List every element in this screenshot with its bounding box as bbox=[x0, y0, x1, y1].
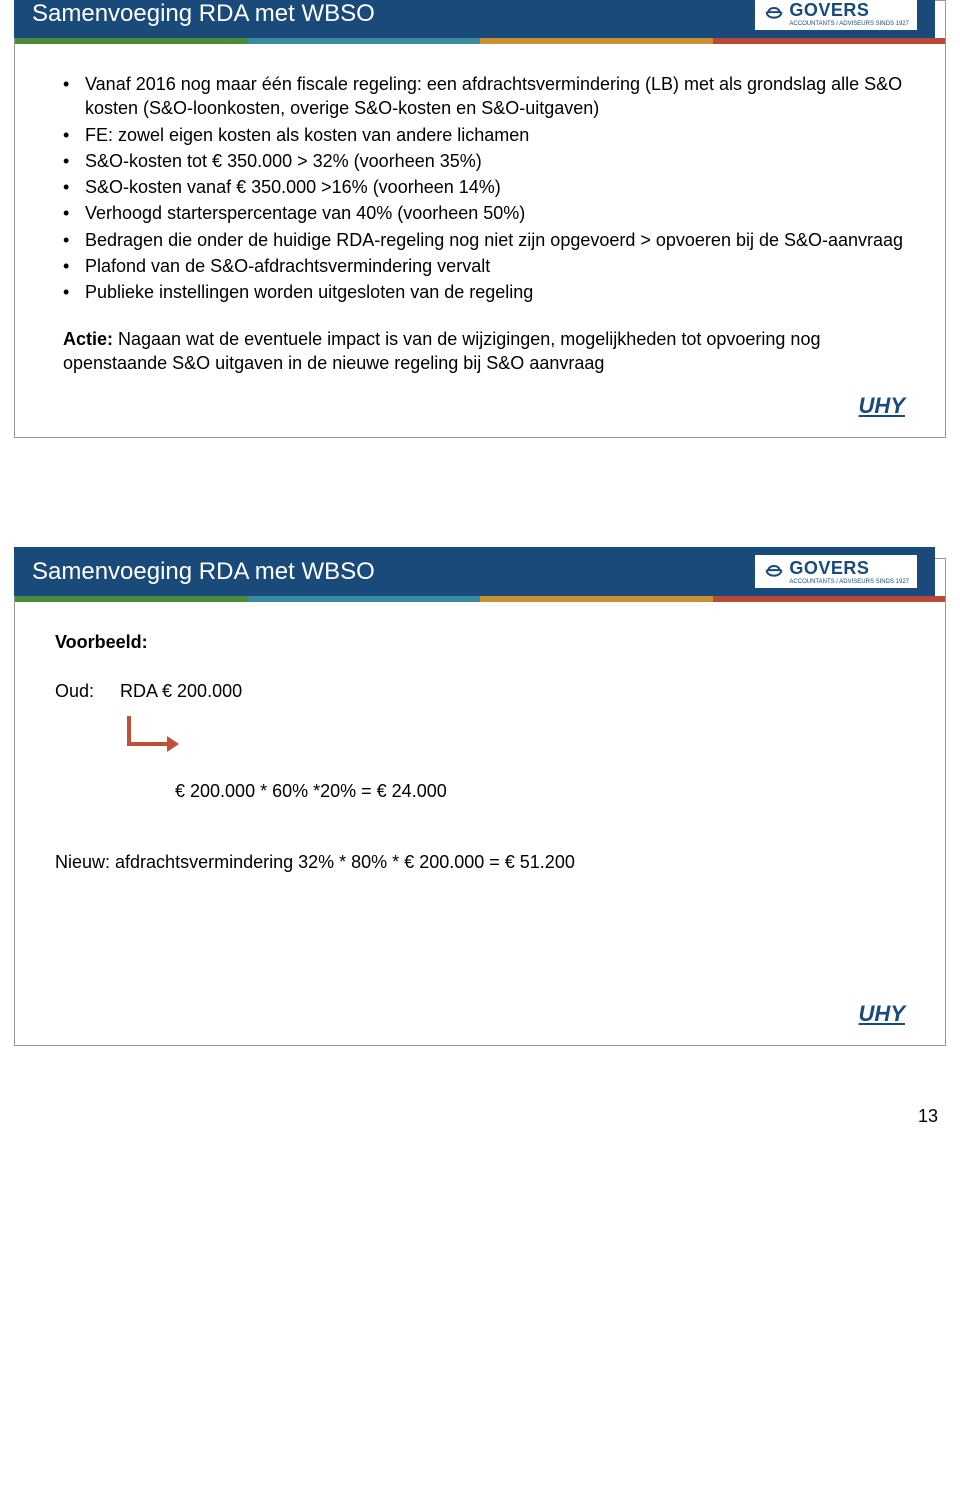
bullet-list: Vanaf 2016 nog maar één fiscale regeling… bbox=[55, 72, 905, 305]
calc-line: € 200.000 * 60% *20% = € 24.000 bbox=[175, 781, 905, 802]
govers-logo: GOVERS ACCOUNTANTS / ADVISEURS SINDS 192… bbox=[755, 555, 917, 588]
slide-title: Samenvoeging RDA met WBSO bbox=[32, 0, 375, 28]
bullet-item: FE: zowel eigen kosten als kosten van an… bbox=[63, 123, 905, 147]
stripe-seg-4 bbox=[713, 38, 946, 44]
bullet-item: Verhoogd starterspercentage van 40% (voo… bbox=[63, 201, 905, 225]
new-line: Nieuw: afdrachtsvermindering 32% * 80% *… bbox=[55, 852, 905, 873]
old-line: Oud: RDA € 200.000 bbox=[55, 681, 905, 702]
logo-subtext: ACCOUNTANTS / ADVISEURS SINDS 1927 bbox=[789, 21, 909, 27]
bullet-item: S&O-kosten tot € 350.000 > 32% (voorheen… bbox=[63, 149, 905, 173]
slide-header: Samenvoeging RDA met WBSO GOVERS ACCOUNT… bbox=[14, 0, 935, 38]
old-label: Oud: bbox=[55, 681, 115, 702]
logo-text: GOVERS bbox=[789, 0, 869, 20]
color-stripe bbox=[15, 596, 945, 602]
govers-logo: GOVERS ACCOUNTANTS / ADVISEURS SINDS 192… bbox=[755, 0, 917, 30]
bullet-item: Plafond van de S&O-afdrachtsvermindering… bbox=[63, 254, 905, 278]
new-text: afdrachtsvermindering 32% * 80% * € 200.… bbox=[110, 852, 575, 872]
bullet-item: Bedragen die onder de huidige RDA-regeli… bbox=[63, 228, 905, 252]
action-label: Actie: bbox=[63, 329, 113, 349]
arrow-icon bbox=[121, 714, 191, 764]
action-block: Actie: Nagaan wat de eventuele impact is… bbox=[55, 327, 905, 376]
stripe-seg-3 bbox=[480, 38, 713, 44]
slide-1: Samenvoeging RDA met WBSO GOVERS ACCOUNT… bbox=[14, 0, 946, 438]
old-value: RDA € 200.000 bbox=[120, 681, 242, 701]
new-label: Nieuw: bbox=[55, 852, 110, 872]
logo-subtext: ACCOUNTANTS / ADVISEURS SINDS 1927 bbox=[789, 579, 909, 585]
bullet-item: S&O-kosten vanaf € 350.000 >16% (voorhee… bbox=[63, 175, 905, 199]
stripe-seg-1 bbox=[15, 596, 248, 602]
slide-header: Samenvoeging RDA met WBSO GOVERS ACCOUNT… bbox=[14, 547, 935, 596]
color-stripe bbox=[15, 38, 945, 44]
example-body: Voorbeeld: Oud: RDA € 200.000 € 200.000 … bbox=[15, 602, 945, 883]
uhy-logo: UHY bbox=[15, 1001, 945, 1027]
example-label: Voorbeeld: bbox=[55, 632, 905, 653]
action-text: Nagaan wat de eventuele impact is van de… bbox=[63, 329, 820, 373]
bullet-item: Vanaf 2016 nog maar één fiscale regeling… bbox=[63, 72, 905, 121]
stripe-seg-2 bbox=[248, 596, 481, 602]
uhy-logo: UHY bbox=[15, 393, 945, 419]
stripe-seg-2 bbox=[248, 38, 481, 44]
stripe-seg-1 bbox=[15, 38, 248, 44]
slide-2: Samenvoeging RDA met WBSO GOVERS ACCOUNT… bbox=[14, 558, 946, 1046]
page-number: 13 bbox=[0, 1106, 960, 1127]
slide-title: Samenvoeging RDA met WBSO bbox=[32, 558, 375, 586]
logo-icon bbox=[763, 561, 785, 583]
logo-text: GOVERS bbox=[789, 558, 869, 578]
logo-icon bbox=[763, 3, 785, 25]
bullet-item: Publieke instellingen worden uitgesloten… bbox=[63, 280, 905, 304]
slide-body: Vanaf 2016 nog maar één fiscale regeling… bbox=[15, 44, 945, 385]
stripe-seg-3 bbox=[480, 596, 713, 602]
stripe-seg-4 bbox=[713, 596, 946, 602]
